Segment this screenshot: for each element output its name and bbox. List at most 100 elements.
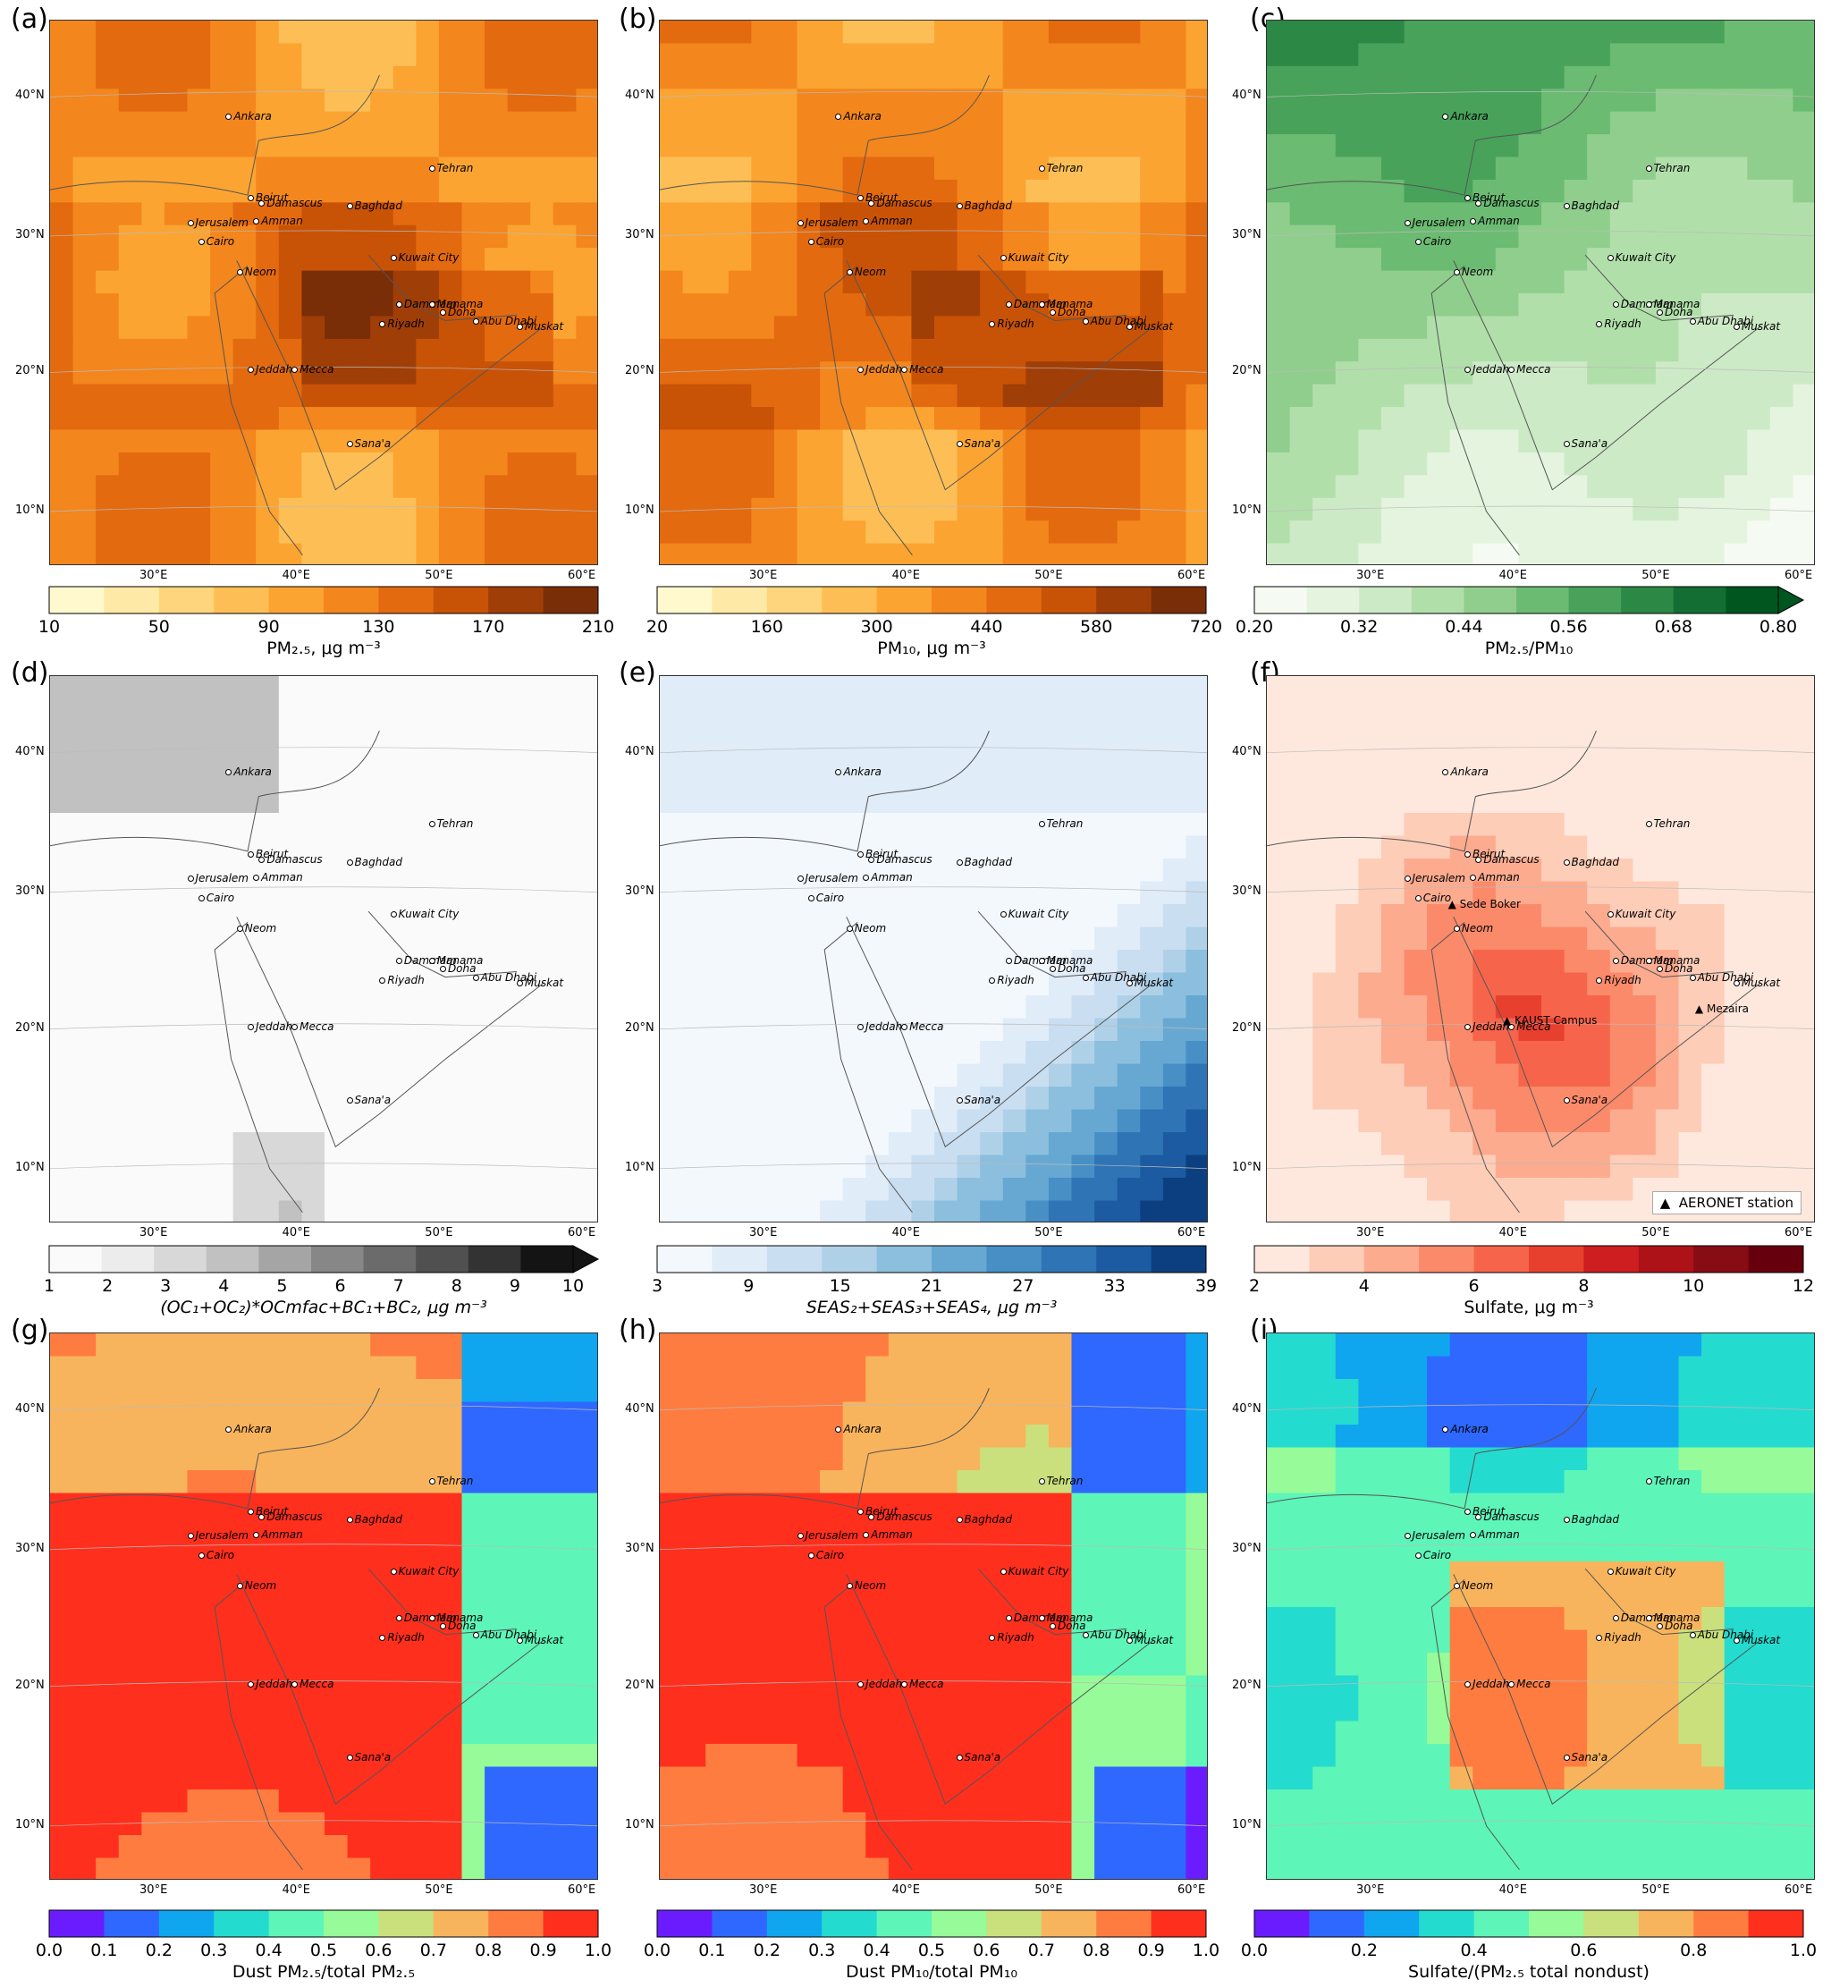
field-cell (1335, 1109, 1359, 1133)
field-cell (865, 65, 890, 89)
field-cell (1025, 1132, 1050, 1156)
field-cell (278, 698, 303, 723)
field-cell (820, 224, 844, 249)
field-cell (232, 89, 257, 113)
field-cell (507, 1493, 531, 1517)
field-cell (530, 1835, 554, 1859)
city-label: Ankara (1442, 110, 1489, 123)
colorbar-outline (48, 1245, 574, 1273)
field-cell (1724, 676, 1748, 700)
field-cell (1724, 497, 1748, 521)
field-cell (232, 1401, 257, 1425)
field-cell (1162, 475, 1187, 499)
field-cell (1094, 972, 1118, 996)
field-cell (370, 1561, 394, 1586)
field-cell (141, 1470, 165, 1494)
field-cell (1541, 1087, 1565, 1111)
field-cell (888, 543, 913, 564)
field-cell (1769, 1132, 1794, 1156)
field-cell (1312, 950, 1337, 974)
field-cell (485, 43, 509, 67)
colorbar-tick-label: 39 (1194, 1276, 1218, 1296)
field-cell (1747, 813, 1771, 837)
field-cell (1048, 543, 1073, 564)
field-cell (96, 698, 120, 723)
city-label: Ankara (225, 766, 272, 778)
field-cell (438, 1087, 463, 1111)
field-cell (187, 316, 211, 340)
field-cell (842, 497, 866, 521)
field-cell (118, 1653, 142, 1677)
field-cell (1404, 316, 1428, 340)
city-marker-icon (1126, 979, 1133, 986)
field-cell (576, 881, 597, 905)
field-cell (797, 43, 821, 67)
field-cell (1002, 1063, 1026, 1087)
field-cell (278, 338, 303, 362)
field-cell (1140, 950, 1164, 974)
city-name: Amman (871, 215, 913, 228)
field-cell (576, 1607, 597, 1631)
field-cell (141, 1744, 165, 1768)
coastline (660, 731, 1154, 1214)
city-label: Tehran (1038, 162, 1083, 174)
field-cell (576, 972, 597, 996)
field-cell (530, 21, 554, 45)
lon-tick-label: 50°E (1641, 1226, 1670, 1239)
city-label: Tehran (428, 817, 473, 830)
field-cell (1267, 744, 1291, 768)
field-cell (118, 475, 142, 499)
field-cell (728, 1333, 752, 1358)
field-cell (1002, 881, 1026, 905)
field-cell (325, 1178, 349, 1202)
field-cell (1495, 111, 1520, 135)
field-cell (301, 497, 325, 521)
field-cell (1472, 1041, 1497, 1065)
field-cell (888, 270, 913, 294)
field-cell (232, 111, 257, 135)
field-cell (576, 1087, 597, 1111)
field-cell (347, 248, 371, 272)
field-cell (118, 179, 142, 203)
field-cell (141, 1155, 165, 1179)
field-cell (118, 1721, 142, 1745)
field-cell (461, 1087, 485, 1111)
field-cell (1025, 995, 1050, 1019)
field-cell (1358, 835, 1382, 859)
city-label: Manama (428, 298, 483, 310)
field-cell (96, 1447, 120, 1471)
field-cell (256, 1109, 280, 1133)
field-cell (164, 202, 189, 226)
lat-tick-label: 10°N (625, 503, 654, 517)
field-cell (118, 270, 142, 294)
field-cell (934, 1041, 958, 1065)
field-cell (1071, 452, 1095, 476)
field-cell (278, 1789, 303, 1814)
field-cell (1380, 767, 1405, 791)
city-marker-icon (1607, 255, 1614, 262)
city-marker-icon (346, 1097, 353, 1104)
field-cell (141, 111, 165, 135)
field-cell (980, 43, 1004, 67)
field-cell (118, 202, 142, 226)
field-cell (751, 1379, 775, 1403)
field-cell (530, 361, 554, 385)
colorbar-label: PM₂.₅/PM₁₀ (1484, 639, 1574, 658)
coastline (50, 74, 544, 556)
field-cell (1094, 676, 1118, 700)
field-cell (1071, 1516, 1095, 1540)
field-cell (1587, 429, 1611, 453)
field-cell (210, 1744, 234, 1768)
field-cell (507, 1356, 531, 1380)
city-name: Amman (261, 1528, 303, 1542)
city-label: Tehran (428, 162, 473, 174)
field-cell (576, 1178, 597, 1202)
field-cell (1769, 904, 1794, 928)
field-cell (1472, 134, 1497, 158)
city-label: Baghdad (1563, 856, 1619, 868)
field-cell (118, 361, 142, 385)
field-cell (118, 1538, 142, 1562)
field-cell (1609, 1087, 1633, 1111)
field-cell (1162, 744, 1187, 768)
field-cell (164, 1744, 189, 1768)
